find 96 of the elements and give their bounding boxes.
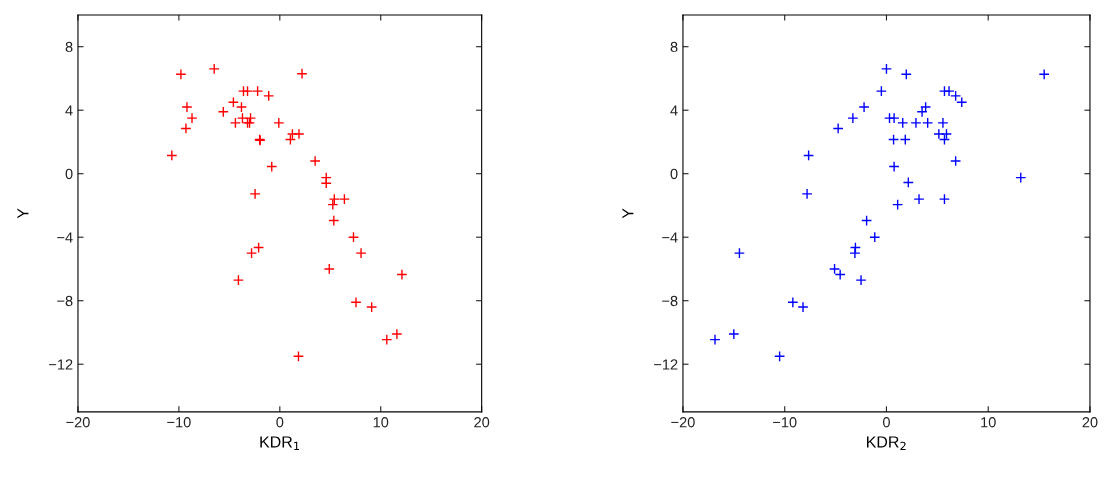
point xyxy=(338,193,350,205)
point xyxy=(855,274,867,286)
point xyxy=(320,177,332,189)
point xyxy=(956,96,968,108)
point xyxy=(328,214,340,227)
point xyxy=(797,301,809,313)
point xyxy=(391,328,403,340)
y-tick-label: 4 xyxy=(65,105,73,116)
point xyxy=(328,193,340,205)
x-tick-label: 0 xyxy=(276,417,284,428)
x-tick-label: 10 xyxy=(981,417,996,428)
x-axis-title: KDR$_{2}$ xyxy=(867,436,906,451)
x-tick-label: 20 xyxy=(1082,417,1098,428)
point xyxy=(829,263,841,275)
point xyxy=(861,214,873,227)
point xyxy=(937,117,949,129)
point xyxy=(227,96,239,108)
point xyxy=(293,128,305,140)
point xyxy=(273,117,285,129)
x-tick-label: 10 xyxy=(373,417,389,428)
point xyxy=(292,350,305,362)
x-tick-label: −10 xyxy=(167,417,191,428)
point xyxy=(232,274,244,286)
point xyxy=(787,296,799,308)
point xyxy=(1038,68,1050,80)
point xyxy=(323,263,335,275)
point xyxy=(235,101,248,113)
point xyxy=(950,155,962,167)
point xyxy=(899,134,911,146)
point xyxy=(900,68,912,80)
point xyxy=(249,188,261,200)
y-tick-label: −12 xyxy=(654,359,678,370)
point xyxy=(347,231,360,243)
x-tick-label: −10 xyxy=(773,417,797,428)
point xyxy=(832,122,844,135)
point xyxy=(709,334,721,346)
point xyxy=(366,301,378,313)
point xyxy=(241,85,254,97)
y-tick-label: −8 xyxy=(662,295,678,307)
point xyxy=(888,134,900,146)
y-tick-label: −12 xyxy=(49,359,73,370)
point xyxy=(217,106,229,118)
point xyxy=(880,63,893,75)
y-axis-title: Y xyxy=(622,208,634,219)
point xyxy=(208,63,220,75)
point xyxy=(950,90,962,102)
point xyxy=(897,117,909,129)
point xyxy=(175,68,187,80)
point xyxy=(892,199,904,211)
y-tick-label: −8 xyxy=(57,295,73,307)
point xyxy=(728,328,740,340)
y-tick-label: −4 xyxy=(57,232,73,243)
x-tick-label: −20 xyxy=(66,417,90,428)
point xyxy=(252,85,264,97)
point xyxy=(858,101,870,113)
point xyxy=(922,117,934,129)
point xyxy=(847,112,859,124)
point xyxy=(309,155,321,167)
point xyxy=(834,268,846,281)
point xyxy=(396,268,408,281)
point xyxy=(774,350,786,362)
point xyxy=(849,247,861,259)
x-tick-label: −20 xyxy=(671,417,695,428)
point xyxy=(938,193,951,205)
point xyxy=(910,117,922,129)
point xyxy=(869,231,881,243)
point xyxy=(913,193,925,205)
x-axis-title: KDR$_{1}$ xyxy=(260,436,300,451)
y-tick-label: 0 xyxy=(65,168,73,180)
point xyxy=(1015,172,1027,184)
point xyxy=(186,112,198,124)
point xyxy=(180,122,192,135)
point xyxy=(381,334,393,346)
point xyxy=(166,149,178,162)
point xyxy=(355,247,367,259)
x-tick-label: 0 xyxy=(882,417,890,428)
point xyxy=(181,101,193,113)
point xyxy=(875,85,887,97)
point xyxy=(803,149,815,162)
point xyxy=(933,128,945,140)
y-tick-label: −4 xyxy=(662,232,678,243)
point xyxy=(327,199,339,211)
point xyxy=(733,247,745,259)
y-tick-label: 8 xyxy=(670,41,678,53)
y-axis-title: Y xyxy=(17,208,29,219)
point xyxy=(902,176,914,188)
y-tick-label: 4 xyxy=(670,105,678,116)
point xyxy=(350,296,362,308)
point xyxy=(266,161,278,173)
x-tick-label: 20 xyxy=(474,417,490,428)
point xyxy=(888,161,900,173)
point xyxy=(801,188,813,200)
point xyxy=(296,68,308,80)
y-tick-label: 8 xyxy=(65,41,73,53)
y-tick-label: 0 xyxy=(670,168,678,180)
point xyxy=(263,90,275,102)
